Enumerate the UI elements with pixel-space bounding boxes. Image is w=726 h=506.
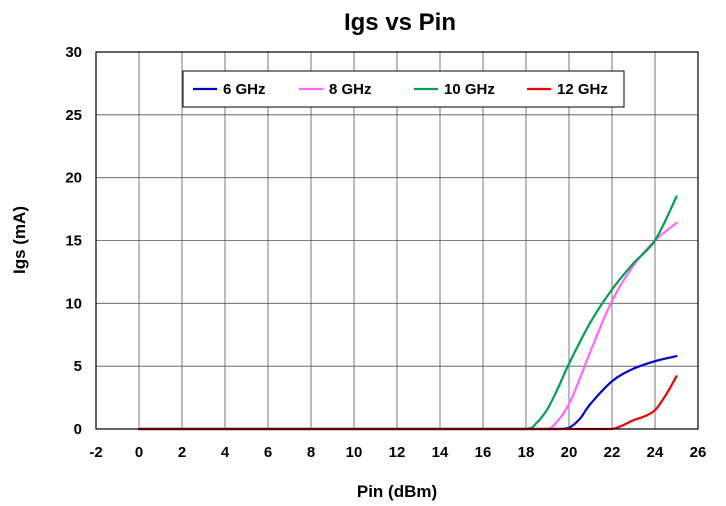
x-tick-label: 16 (475, 444, 492, 461)
y-tick-label: 0 (74, 421, 82, 438)
series-line-10-ghz (139, 197, 677, 429)
x-tick-label: 4 (221, 444, 230, 461)
x-tick-label: 18 (518, 444, 535, 461)
x-tick-label: 14 (432, 444, 449, 461)
y-tick-label: 25 (65, 107, 82, 124)
grid-layer (96, 52, 698, 429)
y-tick-label: 10 (65, 295, 82, 312)
legend-label: 12 GHz (557, 81, 608, 98)
x-tick-label: -2 (89, 444, 102, 461)
x-tick-label: 12 (389, 444, 406, 461)
x-tick-label: 26 (690, 444, 707, 461)
x-axis-label: Pin (dBm) (357, 482, 437, 501)
y-axis-label: Igs (mA) (10, 206, 29, 274)
legend-label: 10 GHz (444, 81, 495, 98)
y-tick-label: 5 (74, 358, 82, 375)
x-tick-label: 0 (135, 444, 143, 461)
x-tick-label: 2 (178, 444, 186, 461)
y-tick-label: 30 (65, 44, 82, 61)
legend-label: 6 GHz (223, 81, 266, 98)
legend-label: 8 GHz (329, 81, 372, 98)
x-tick-label: 20 (561, 444, 578, 461)
y-tick-label: 15 (65, 233, 82, 250)
series-line-12-ghz (139, 376, 677, 429)
x-tick-label: 22 (604, 444, 621, 461)
x-tick-label: 24 (647, 444, 664, 461)
series-layer (139, 197, 677, 429)
x-tick-label: 6 (264, 444, 272, 461)
legend: 6 GHz 8 GHz 10 GHz 12 GHz (183, 71, 624, 107)
x-tick-label: 8 (307, 444, 315, 461)
y-tick-label: 20 (65, 170, 82, 187)
series-line-6-ghz (139, 356, 677, 429)
chart-title: Igs vs Pin (344, 9, 456, 36)
x-tick-label: 10 (346, 444, 363, 461)
